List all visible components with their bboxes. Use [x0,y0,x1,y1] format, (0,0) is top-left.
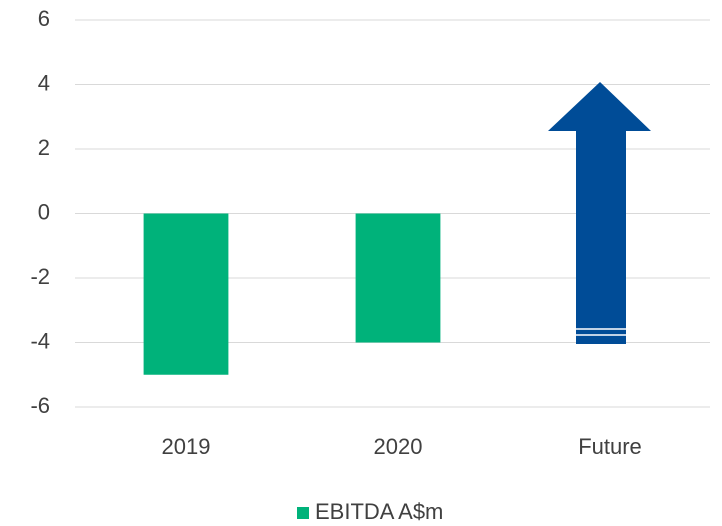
y-tick-label: 6 [38,6,50,31]
y-tick-label: 0 [38,199,50,224]
y-tick-label: 2 [38,135,50,160]
x-tick-label: 2019 [162,434,211,459]
legend-swatch [297,507,309,519]
y-tick-label: -2 [30,264,50,289]
bar [355,213,441,343]
y-tick-label: 4 [38,70,50,95]
y-tick-label: -4 [30,328,50,353]
bar [143,213,229,375]
y-tick-label: -6 [30,393,50,418]
marks [143,213,441,375]
growth-arrow [548,82,651,344]
arrow-shape [548,82,651,344]
x-tick-label: Future [578,434,642,459]
legend-label: EBITDA A$m [315,499,443,524]
x-tick-label: 2020 [374,434,423,459]
labels: -6 -4 -2 0 2 4 6 2019 2020 Future EBITDA A$m [30,6,641,524]
